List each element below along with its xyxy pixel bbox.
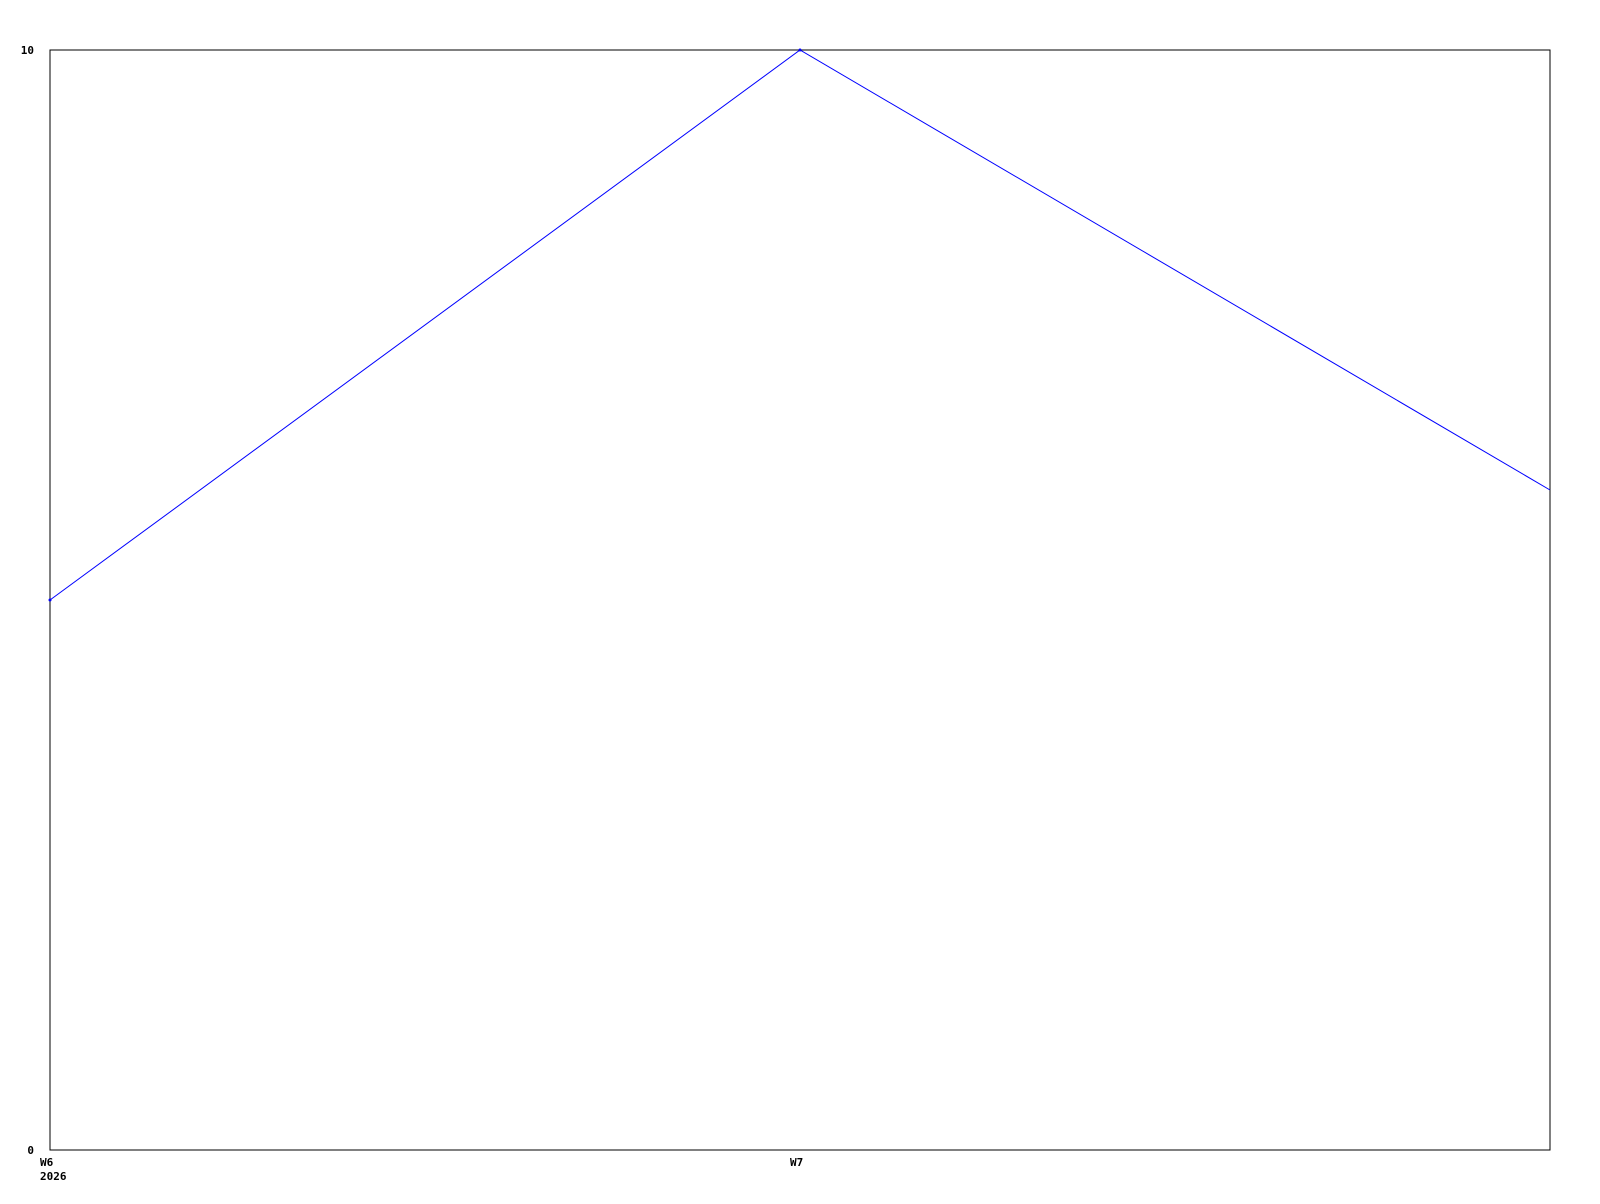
- x-tick-label: W7: [790, 1156, 803, 1169]
- data-point: [798, 48, 802, 52]
- x-tick-label: W6: [40, 1156, 54, 1169]
- tick-labels: 0 10 W6 W7 2026: [21, 44, 804, 1183]
- y-tick-label: 10: [21, 44, 34, 57]
- series-line: [49, 49, 1551, 601]
- x-year-label: 2026: [40, 1170, 67, 1183]
- axes: [49, 49, 1551, 1151]
- series-layer: [48, 48, 1551, 602]
- plot-frame: [49, 49, 1551, 1151]
- data-point: [48, 598, 52, 602]
- y-tick-label: 0: [27, 1144, 34, 1157]
